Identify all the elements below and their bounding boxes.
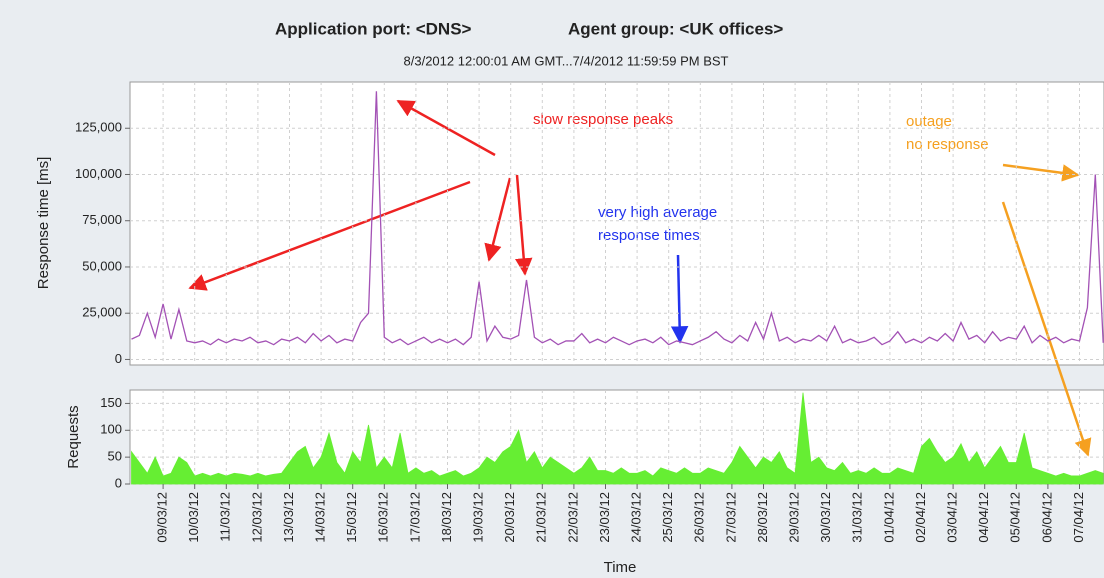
y-axis-label: Requests bbox=[65, 405, 82, 468]
y-tick-label: 100,000 bbox=[75, 166, 122, 181]
x-tick-label: 09/03/12 bbox=[155, 492, 170, 543]
x-tick-label: 13/03/12 bbox=[281, 492, 296, 543]
area bbox=[131, 392, 1104, 485]
annotation: very high average bbox=[598, 204, 717, 221]
line bbox=[131, 91, 1104, 346]
x-tick-label: 10/03/12 bbox=[186, 492, 201, 543]
x-tick-label: 20/03/12 bbox=[502, 492, 517, 543]
x-tick-label: 28/03/12 bbox=[755, 492, 770, 543]
x-tick-label: 14/03/12 bbox=[313, 492, 328, 543]
x-tick-label: 19/03/12 bbox=[471, 492, 486, 543]
x-tick-label: 26/03/12 bbox=[692, 492, 707, 543]
x-tick-label: 21/03/12 bbox=[534, 492, 549, 543]
y-tick-label: 0 bbox=[115, 351, 122, 366]
x-tick-label: 18/03/12 bbox=[439, 492, 454, 543]
x-tick-label: 30/03/12 bbox=[818, 492, 833, 543]
x-tick-label: 25/03/12 bbox=[660, 492, 675, 543]
arrow bbox=[188, 180, 471, 291]
x-tick-label: 29/03/12 bbox=[787, 492, 802, 543]
arrow bbox=[484, 177, 512, 262]
arrow bbox=[670, 254, 689, 344]
x-axis-label: Time bbox=[604, 559, 637, 576]
arrow bbox=[515, 174, 533, 276]
subtitle: 8/3/2012 12:00:01 AM GMT...7/4/2012 11:5… bbox=[404, 53, 729, 68]
annotation: response times bbox=[598, 227, 700, 244]
x-tick-label: 02/04/12 bbox=[913, 492, 928, 543]
x-tick-label: 11/03/12 bbox=[218, 492, 233, 542]
title: Agent group: <UK offices> bbox=[568, 19, 783, 38]
x-tick-label: 24/03/12 bbox=[629, 492, 644, 543]
y-tick-label: 100 bbox=[100, 422, 122, 437]
x-tick-label: 04/04/12 bbox=[976, 492, 991, 543]
x-tick-label: 22/03/12 bbox=[565, 492, 580, 543]
annotations: slow response peaks very high average resp… bbox=[188, 99, 1092, 457]
annotation: slow response peaks bbox=[533, 111, 673, 128]
x-tick-label: 01/04/12 bbox=[881, 492, 896, 543]
x-tick-label: 03/04/12 bbox=[945, 492, 960, 543]
y-tick-label: 50,000 bbox=[82, 258, 122, 273]
x-tick-label: 05/04/12 bbox=[1008, 492, 1023, 543]
y-tick-label: 0 bbox=[115, 475, 122, 490]
x-tick-label: 06/04/12 bbox=[1039, 492, 1054, 543]
annotation: no response bbox=[906, 136, 989, 153]
annotation: outage bbox=[906, 113, 952, 130]
y-tick-label: 125,000 bbox=[75, 120, 122, 135]
y-tick-label: 25,000 bbox=[82, 305, 122, 320]
x-tick-label: 07/04/12 bbox=[1071, 492, 1086, 543]
y-axis-label: Response time [ms] bbox=[35, 157, 52, 290]
top-plot bbox=[129, 81, 1104, 366]
x-tick-label: 17/03/12 bbox=[407, 492, 422, 543]
arrow bbox=[1002, 163, 1080, 182]
x-tick-label: 31/03/12 bbox=[850, 492, 865, 543]
x-tick-label: 23/03/12 bbox=[597, 492, 612, 543]
arrow bbox=[396, 99, 496, 157]
x-tick-label: 15/03/12 bbox=[344, 492, 359, 543]
y-tick-label: 50 bbox=[108, 449, 122, 464]
y-tick-label: 75,000 bbox=[82, 212, 122, 227]
x-tick-label: 16/03/12 bbox=[376, 492, 391, 543]
y-tick-label: 150 bbox=[100, 395, 122, 410]
arrow bbox=[1001, 201, 1092, 457]
x-tick-label: 27/03/12 bbox=[723, 492, 738, 543]
x-tick-label: 12/03/12 bbox=[249, 492, 264, 543]
title: Application port: <DNS> bbox=[275, 19, 472, 38]
